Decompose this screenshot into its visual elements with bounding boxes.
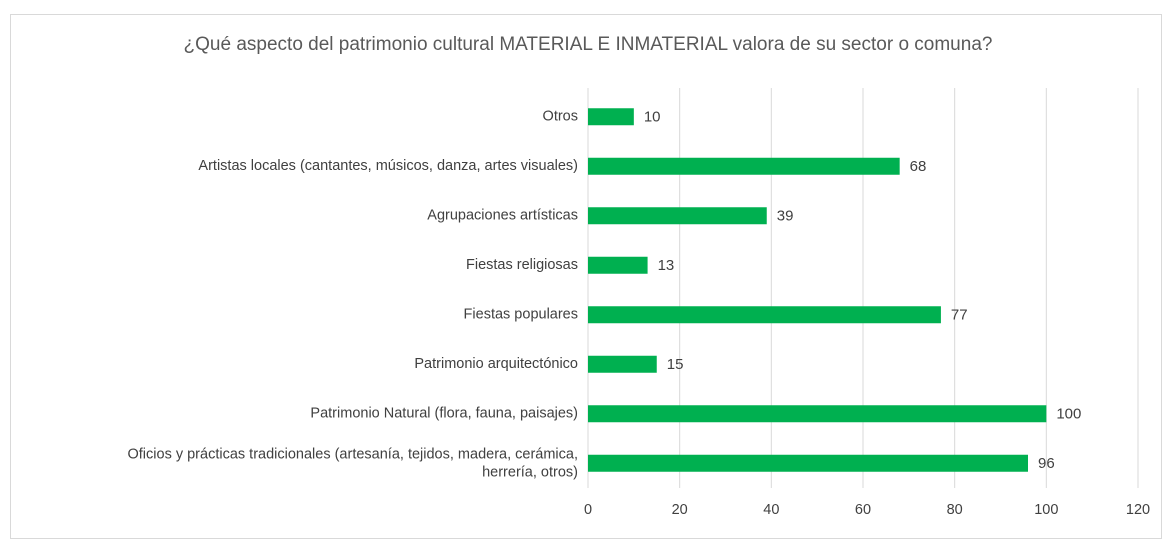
y-tick-label: Oficios y prácticas tradicionales (artes…	[128, 446, 579, 480]
x-tick-label: 80	[947, 502, 963, 518]
data-label: 39	[777, 208, 794, 225]
data-label: 13	[658, 257, 675, 274]
data-label: 96	[1038, 455, 1055, 472]
x-tick-label: 0	[584, 502, 592, 518]
bar	[588, 207, 767, 225]
x-tick-label: 20	[672, 502, 688, 518]
bar	[588, 405, 1047, 423]
data-label: 10	[644, 109, 661, 126]
bar	[588, 355, 657, 373]
data-label: 68	[910, 158, 927, 175]
x-tick-label: 120	[1126, 502, 1150, 518]
y-tick-label: Patrimonio arquitectónico	[414, 356, 578, 372]
y-tick-label: Artistas locales (cantantes, músicos, da…	[198, 158, 578, 174]
bar	[588, 108, 634, 126]
chart-title: ¿Qué aspecto del patrimonio cultural MAT…	[184, 34, 993, 55]
bar	[588, 454, 1028, 472]
y-tick-label: Agrupaciones artísticas	[427, 208, 578, 224]
y-tick-label: Patrimonio Natural (flora, fauna, paisaj…	[310, 406, 578, 422]
x-tick-label: 100	[1034, 502, 1058, 518]
y-tick-label: Fiestas populares	[464, 307, 578, 323]
bar	[588, 256, 648, 274]
bar	[588, 306, 941, 324]
y-tick-label: Otros	[543, 109, 578, 125]
x-tick-label: 40	[763, 502, 779, 518]
x-tick-label: 60	[855, 502, 871, 518]
y-tick-label: Fiestas religiosas	[466, 257, 578, 273]
chart-border	[10, 14, 1162, 539]
data-label: 77	[951, 307, 968, 324]
data-label: 15	[667, 356, 684, 373]
bar	[588, 157, 900, 175]
data-label: 100	[1056, 406, 1081, 423]
